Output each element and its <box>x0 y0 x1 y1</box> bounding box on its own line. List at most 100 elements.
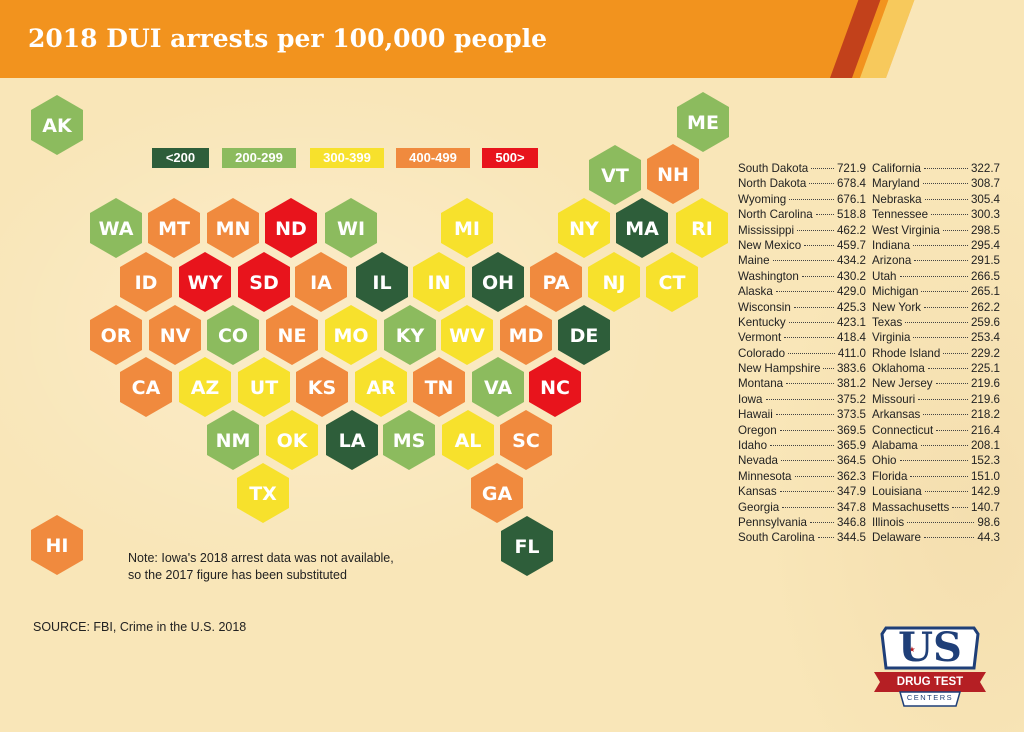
legend-item: 200-299 <box>222 148 296 168</box>
ranking-row: Massachusetts 140.7 <box>872 501 1000 516</box>
state-hex-il: IL <box>356 252 408 312</box>
ranking-value: 411.0 <box>837 346 866 360</box>
ranking-state-name: Arizona <box>872 254 912 268</box>
state-label: SD <box>249 272 278 294</box>
state-label: MN <box>216 218 251 240</box>
ranking-value: 418.4 <box>836 331 866 345</box>
ranking-leader-dots <box>782 506 834 508</box>
ranking-leader-dots <box>788 352 835 354</box>
state-hex-shape <box>179 252 231 312</box>
state-label: MA <box>625 218 659 240</box>
state-label: PA <box>543 272 570 294</box>
ranking-row: Kentucky 423.1 <box>738 316 866 331</box>
ranking-leader-dots <box>801 275 834 277</box>
state-hex-shape <box>295 252 347 312</box>
state-hex-shape <box>383 410 435 470</box>
ranking-leader-dots <box>921 291 968 293</box>
state-hex-shape <box>31 95 83 155</box>
state-label: ME <box>687 112 719 134</box>
ranking-value: 142.9 <box>970 485 1000 499</box>
ranking-row: Nevada 364.5 <box>738 454 866 469</box>
ranking-state-name: Pennsylvania <box>738 515 807 529</box>
ranking-row: Virginia 253.4 <box>872 331 1000 346</box>
ranking-state-name: Vermont <box>738 331 782 345</box>
ranking-row: Iowa 375.2 <box>738 393 866 408</box>
ranking-row: Ohio 152.3 <box>872 454 1000 469</box>
ranking-row: Hawaii 373.5 <box>738 408 866 423</box>
ranking-value: 219.6 <box>970 377 1000 391</box>
ranking-value: 434.2 <box>836 254 866 268</box>
ranking-leader-dots <box>922 183 968 185</box>
state-hex-shape <box>646 252 698 312</box>
ranking-leader-dots <box>770 445 834 447</box>
ranking-state-name: Wisconsin <box>738 300 791 314</box>
logo-drug-test-text: DRUG TEST <box>896 676 964 688</box>
ranking-value: 262.2 <box>970 300 1000 314</box>
state-hex-shape <box>90 305 142 365</box>
ranking-state-name: Kentucky <box>738 315 786 329</box>
ranking-value: 305.4 <box>970 192 1000 206</box>
ranking-value: 459.7 <box>836 238 866 252</box>
ranking-row: Rhode Island 229.2 <box>872 347 1000 362</box>
ranking-state-name: Oklahoma <box>872 362 925 376</box>
ranking-row: Texas 259.6 <box>872 316 1000 331</box>
state-hex-ks: KS <box>296 357 348 417</box>
logo-centers-text: CENTERS <box>906 693 954 702</box>
ranking-value: 253.4 <box>970 331 1000 345</box>
ranking-row: New York 262.2 <box>872 301 1000 316</box>
state-hex-shape <box>179 357 231 417</box>
logo-badge-shape: ★ <box>874 626 986 707</box>
logo-us-text: US <box>898 624 962 671</box>
ranking-state-name: Arkansas <box>872 408 921 422</box>
ranking-state-name: Indiana <box>872 238 911 252</box>
ranking-value: 347.9 <box>836 485 866 499</box>
ranking-value: 430.2 <box>836 269 866 283</box>
ranking-state-name: Wyoming <box>738 192 787 206</box>
ranking-state-name: Louisiana <box>872 485 922 499</box>
ranking-state-name: California <box>872 162 921 175</box>
state-hex-nd: ND <box>265 198 317 258</box>
ranking-leader-dots <box>936 429 968 431</box>
source-credit: SOURCE: FBI, Crime in the U.S. 2018 <box>33 620 247 634</box>
state-hex-nh: NH <box>647 144 699 204</box>
state-hex-ky: KY <box>384 305 436 365</box>
state-hex-shape <box>501 516 553 576</box>
ranking-leader-dots <box>914 260 968 262</box>
state-hex-shape <box>207 198 259 258</box>
state-hex-ms: MS <box>383 410 435 470</box>
ranking-value: 346.8 <box>836 515 866 529</box>
ranking-state-name: West Virginia <box>872 223 940 237</box>
state-hex-hi: HI <box>31 515 83 575</box>
note: Note: Iowa's 2018 arrest data was not av… <box>128 550 428 584</box>
ranking-leader-dots <box>779 429 834 431</box>
state-label: IA <box>310 272 332 294</box>
ranking-leader-dots <box>942 229 968 231</box>
state-hex-in: IN <box>413 252 465 312</box>
state-label: AL <box>455 430 482 452</box>
ranking-leader-dots <box>907 521 975 523</box>
ranking-state-name: Colorado <box>738 346 786 360</box>
ranking-state-name: Kansas <box>738 485 777 499</box>
state-hex-shape <box>471 463 523 523</box>
ranking-row: Mississippi 462.2 <box>738 224 866 239</box>
ranking-leader-dots <box>931 214 968 216</box>
ranking-row: North Carolina 518.8 <box>738 208 866 223</box>
ranking-state-name: Tennessee <box>872 208 929 222</box>
state-hex-pa: PA <box>530 252 582 312</box>
state-hex-shape <box>677 92 729 152</box>
ranking-row: Maryland 308.7 <box>872 177 1000 192</box>
state-hex-shape <box>326 410 378 470</box>
state-hex-ct: CT <box>646 252 698 312</box>
state-label: DE <box>570 325 599 347</box>
ranking-value: 219.6 <box>970 392 1000 406</box>
ranking-row: Oklahoma 225.1 <box>872 362 1000 377</box>
state-hex-shape <box>472 252 524 312</box>
ranking-state-name: Oregon <box>738 423 777 437</box>
ranking-row: Indiana 295.4 <box>872 239 1000 254</box>
ranking-leader-dots <box>913 337 968 339</box>
state-hex-ri: RI <box>676 198 728 258</box>
ranking-state-name: Minnesota <box>738 469 792 483</box>
state-hex-fl: FL <box>501 516 553 576</box>
state-label: AK <box>42 115 73 137</box>
state-hex-shape <box>356 252 408 312</box>
